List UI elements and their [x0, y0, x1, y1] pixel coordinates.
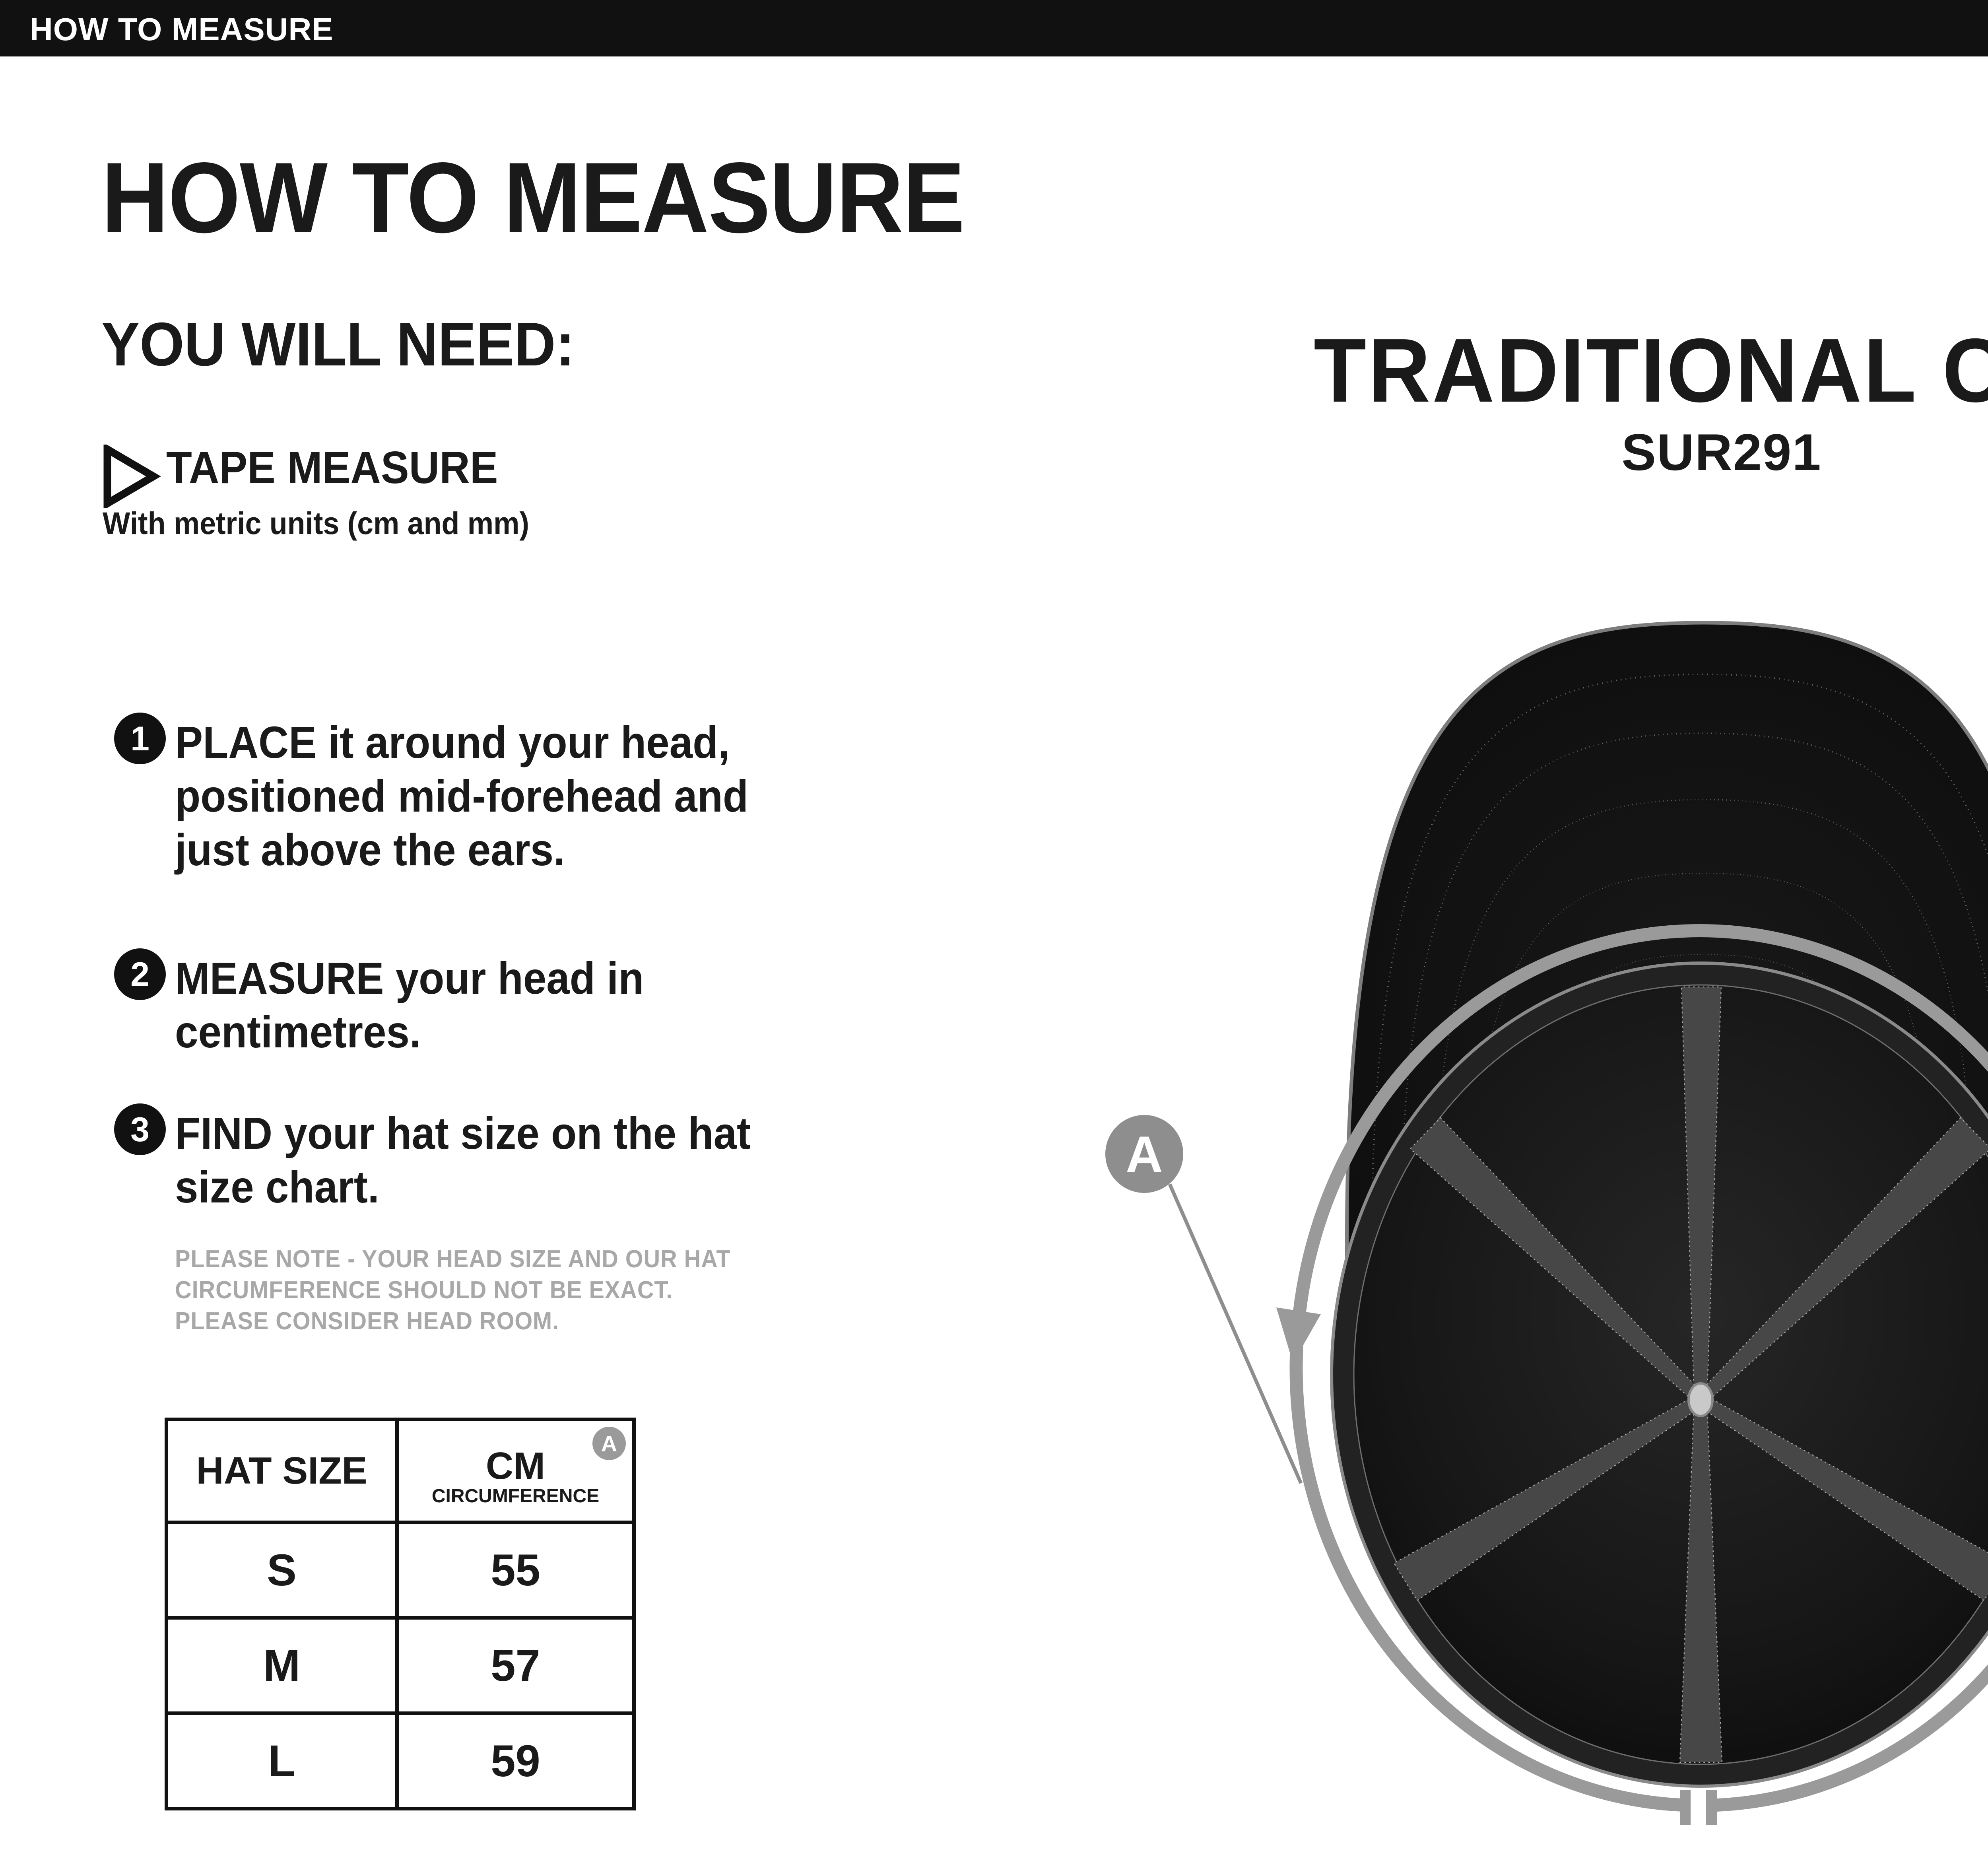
size-cell: S [165, 1521, 399, 1620]
size-cell: L [165, 1711, 399, 1810]
product-title: TRADITIONAL CAP [1313, 320, 1988, 421]
header-cm-circumference: CM CIRCUMFERENCE A [395, 1418, 636, 1524]
label-a-leader-line [1168, 1183, 1303, 1484]
arrowhead-left [1276, 1307, 1321, 1363]
table-header-row: HAT SIZE CM CIRCUMFERENCE A [165, 1418, 636, 1524]
cm-cell: 57 [395, 1616, 636, 1715]
svg-text:A: A [1126, 1125, 1163, 1183]
step-1-text: PLACE it around your head, positioned mi… [175, 717, 749, 875]
dimension-a-badge: A [592, 1427, 626, 1460]
step-3-number-badge: 3 [114, 1103, 166, 1155]
tape-measure-icon [103, 445, 161, 508]
sizing-note: PLEASE NOTE - YOUR HEAD SIZE AND OUR HAT… [175, 1245, 731, 1335]
table-row: L 59 [165, 1711, 636, 1810]
step-3-text: FIND your hat size on the hat size chart… [175, 1108, 751, 1212]
tape-measure-label: TAPE MEASURE [166, 443, 498, 493]
circumference-arrow [1276, 924, 1988, 1825]
cm-cell: 59 [395, 1711, 636, 1810]
table-row: S 55 [165, 1521, 636, 1620]
page-title: HOW TO MEASURE [101, 142, 965, 254]
header-hat-size: HAT SIZE [165, 1418, 399, 1524]
dimension-a-label: A [1105, 1115, 1183, 1193]
cm-cell: 55 [395, 1521, 636, 1620]
top-bar-title: HOW TO MEASURE [30, 12, 334, 47]
tape-measure-detail: With metric units (cm and mm) [103, 505, 529, 541]
product-code: SUR291 [1621, 423, 1822, 481]
you-will-need-heading: YOU WILL NEED: [101, 310, 575, 379]
step-2-number-badge: 2 [114, 948, 166, 1000]
cap-crown [1330, 961, 1988, 1788]
table-row: M 57 [165, 1616, 636, 1715]
top-bar: HOW TO MEASURE S SURRIDGE [0, 0, 1988, 56]
step-1-number-badge: 1 [114, 713, 166, 764]
tape-end-tick-right [1706, 1790, 1717, 1825]
cap-underside-diagram: A [1105, 621, 1988, 1825]
tape-end-tick-left [1680, 1790, 1691, 1825]
crown-button [1687, 1382, 1714, 1417]
step-2-text: MEASURE your head in centimetres. [175, 953, 644, 1057]
size-cell: M [165, 1616, 399, 1715]
hat-size-table: HAT SIZE CM CIRCUMFERENCE A S 55 M 57 L … [165, 1418, 636, 1810]
crown-seams [1393, 986, 1988, 1763]
